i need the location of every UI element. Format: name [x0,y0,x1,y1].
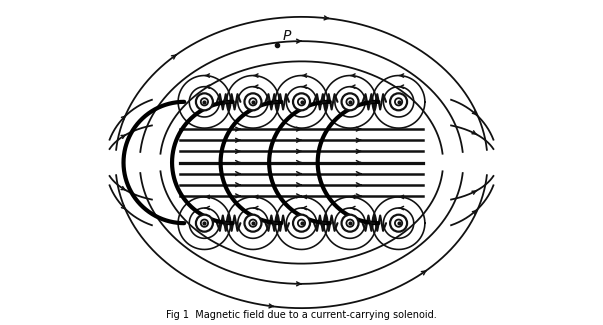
Text: P: P [282,29,291,43]
Circle shape [244,93,262,110]
Circle shape [390,93,407,110]
Circle shape [244,215,262,232]
Circle shape [390,215,407,232]
Circle shape [293,215,310,232]
Circle shape [341,93,359,110]
Text: Fig 1  Magnetic field due to a current-carrying solenoid.: Fig 1 Magnetic field due to a current-ca… [166,310,437,320]
Circle shape [341,215,359,232]
Circle shape [196,215,213,232]
Circle shape [196,93,213,110]
Circle shape [293,93,310,110]
